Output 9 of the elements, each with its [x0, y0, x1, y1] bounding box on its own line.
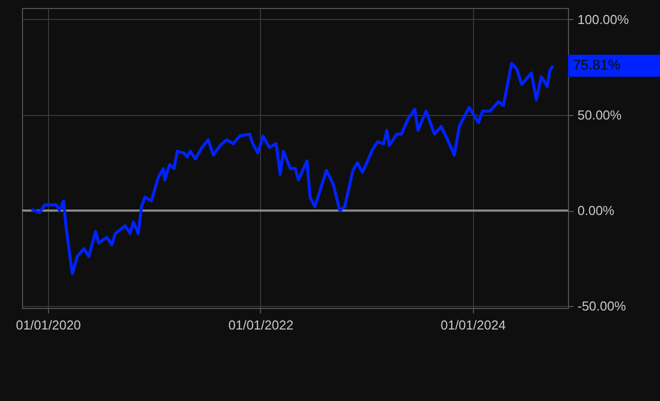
x-tick-label: 01/01/2020 — [16, 318, 81, 332]
text: 75.81% — [573, 56, 620, 73]
y-tick-label: 100.00% — [578, 12, 630, 27]
x-tick-label: 01/01/2024 — [440, 318, 506, 332]
y-tick-label: 0.00% — [578, 203, 615, 218]
x-tick-label: 01/01/2022 — [228, 318, 294, 332]
y-tick-label: -50.00% — [578, 298, 626, 314]
line-series — [30, 62, 554, 276]
y-tick-label: 50.00% — [578, 108, 622, 123]
